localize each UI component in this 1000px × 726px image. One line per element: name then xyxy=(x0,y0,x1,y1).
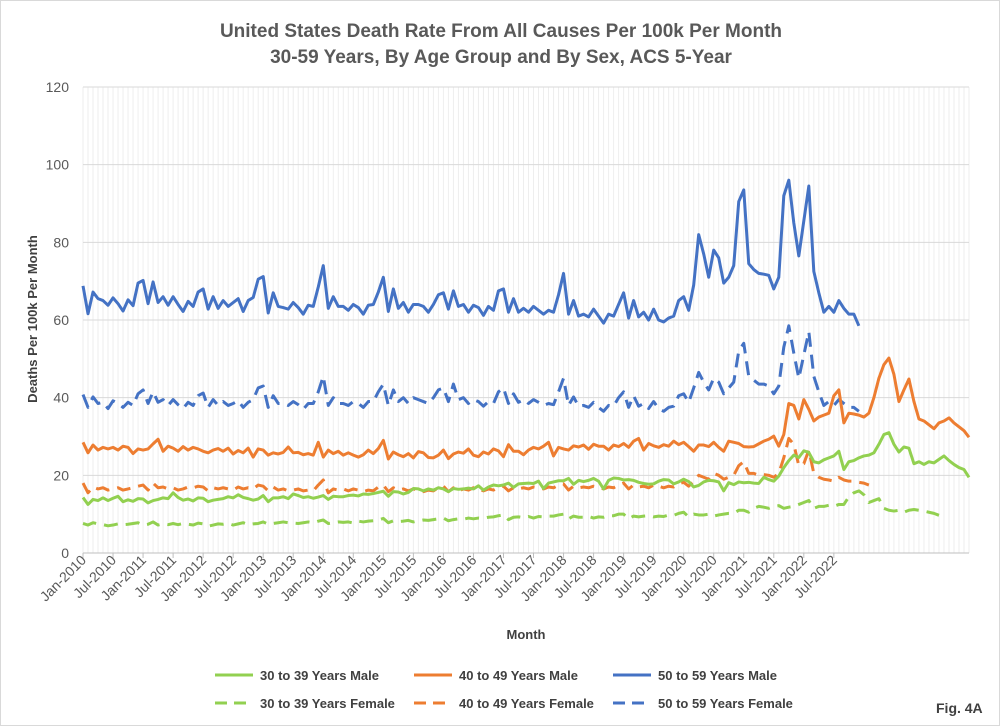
legend-label: 50 to 59 Years Male xyxy=(658,668,777,683)
chart-title: United States Death Rate From All Causes… xyxy=(220,21,782,42)
x-axis: Jan-2010Jul-2010Jan-2011Jul-2011Jan-2012… xyxy=(37,552,841,605)
y-tick-label: 100 xyxy=(46,157,70,173)
y-tick-label: 80 xyxy=(53,234,69,250)
series-line-30-to-39-years-female xyxy=(82,489,940,528)
legend-label: 50 to 59 Years Female xyxy=(658,696,793,711)
legend-label: 30 to 39 Years Female xyxy=(260,696,395,711)
y-tick-label: 0 xyxy=(61,545,69,561)
legend-label: 40 to 49 Years Male xyxy=(459,668,578,683)
y-tick-label: 40 xyxy=(53,390,69,406)
series-lines xyxy=(81,178,971,528)
figure-label: Fig. 4A xyxy=(936,700,983,716)
series-line-40-to-49-years-male xyxy=(81,356,971,461)
y-axis: 0 20 40 60 80 100 120 xyxy=(46,79,70,561)
y-tick-label: 120 xyxy=(46,79,70,95)
y-tick-label: 20 xyxy=(53,467,69,483)
series-line-40-to-49-years-female xyxy=(81,436,870,495)
legend-label: 30 to 39 Years Male xyxy=(260,668,379,683)
series-line-50-to-59-years-male xyxy=(81,178,861,327)
y-tick-label: 60 xyxy=(53,312,69,328)
series-line-30-to-39-years-male xyxy=(81,431,971,506)
legend: 30 to 39 Years Male 40 to 49 Years Male 50… xyxy=(215,668,793,711)
y-axis-label: Deaths Per 100k Per Month xyxy=(25,235,40,403)
legend-label: 40 to 49 Years Female xyxy=(459,696,594,711)
x-axis-label: Month xyxy=(507,627,546,642)
chart-subtitle: 30-59 Years, By Age Group and By Sex, AC… xyxy=(270,47,732,68)
series-line-50-to-59-years-female xyxy=(81,324,860,413)
